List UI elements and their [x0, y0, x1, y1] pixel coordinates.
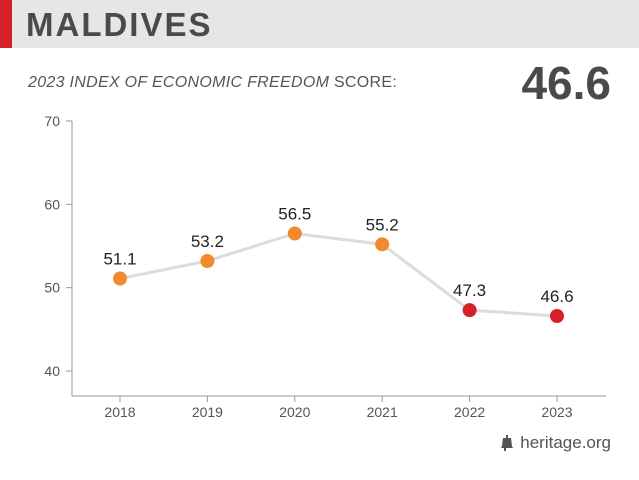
data-label: 46.6	[540, 287, 573, 306]
score-label-suffix: SCORE:	[329, 74, 398, 91]
x-tick-label: 2018	[104, 404, 135, 420]
footer-source: heritage.org	[500, 433, 611, 453]
data-label: 55.2	[366, 215, 399, 234]
liberty-bell-icon	[501, 435, 514, 451]
x-tick-label: 2022	[454, 404, 485, 420]
header-bar: MALDIVES	[0, 0, 639, 48]
x-tick-label: 2021	[367, 404, 398, 420]
data-label: 47.3	[453, 281, 486, 300]
header-accent-stripe	[0, 0, 12, 48]
y-tick-label: 40	[44, 363, 60, 379]
series-line	[119, 231, 558, 318]
data-point	[113, 271, 127, 286]
score-label-index: 2023 INDEX OF ECONOMIC FREEDOM	[28, 74, 330, 91]
data-point	[462, 303, 477, 318]
country-title: MALDIVES	[26, 6, 213, 43]
data-point	[375, 237, 390, 252]
x-tick-label: 2019	[192, 404, 223, 420]
data-point	[200, 254, 215, 268]
source-text: heritage.org	[520, 433, 611, 452]
x-tick-label: 2023	[541, 404, 572, 420]
data-label: 53.2	[191, 232, 224, 251]
y-tick-label: 50	[44, 280, 60, 296]
y-tick-label: 60	[44, 196, 60, 212]
score-value: 46.6	[521, 57, 611, 109]
data-point	[550, 309, 564, 323]
data-label: 51.1	[103, 250, 136, 269]
data-label: 56.5	[278, 205, 311, 224]
score-label: 2023 INDEX OF ECONOMIC FREEDOM SCORE:	[28, 74, 397, 92]
y-tick-label: 70	[44, 113, 60, 129]
data-point	[287, 226, 302, 241]
x-tick-label: 2020	[279, 404, 310, 420]
